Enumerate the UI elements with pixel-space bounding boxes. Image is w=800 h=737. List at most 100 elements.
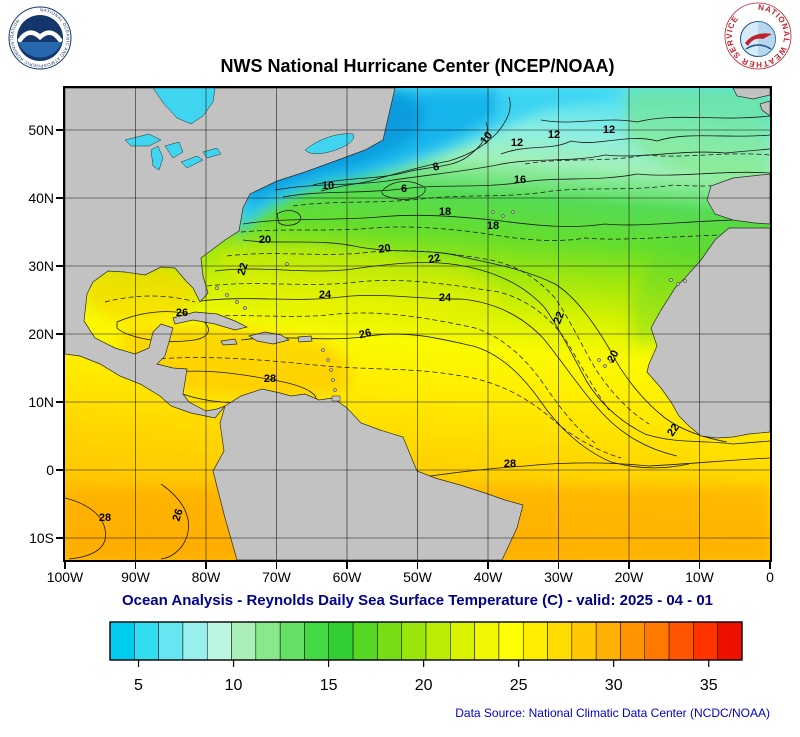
inland-water bbox=[124, 88, 355, 171]
x-axis-tick bbox=[64, 562, 66, 569]
contour-label: 26 bbox=[176, 307, 188, 319]
contour-label: 22 bbox=[427, 252, 441, 266]
hudson-bay bbox=[152, 88, 216, 125]
colorbar-segment bbox=[644, 621, 670, 661]
contour-label: 18 bbox=[487, 220, 499, 232]
contour-label: 20 bbox=[259, 234, 271, 246]
isotherm-28-pacific bbox=[65, 497, 106, 560]
colorbar-tick-label: 35 bbox=[700, 677, 718, 694]
land-hispaniola bbox=[248, 331, 290, 345]
lake-superior bbox=[124, 133, 162, 147]
contour-label: 22 bbox=[236, 261, 251, 276]
nws-wave-icon bbox=[745, 44, 772, 50]
y-axis-label: 0 bbox=[46, 462, 54, 478]
isotherm-14 bbox=[274, 148, 770, 191]
data-source: Data Source: National Climatic Data Cent… bbox=[455, 706, 770, 720]
gulf-of-st-lawrence bbox=[304, 133, 355, 154]
contour-layer bbox=[65, 96, 770, 560]
isotherm-12 bbox=[500, 134, 770, 155]
colorbar-segment bbox=[668, 621, 694, 661]
colorbar-segment bbox=[595, 621, 621, 661]
nws-bird-icon bbox=[745, 33, 772, 46]
contour-label: 12 bbox=[548, 129, 560, 141]
land-france bbox=[759, 100, 770, 117]
gulf-stream-eddy bbox=[276, 210, 302, 226]
contour-label: 20 bbox=[605, 348, 621, 364]
contour-label: 16 bbox=[514, 174, 526, 186]
lake-huron bbox=[164, 141, 184, 159]
colorbar-tick-label: 10 bbox=[225, 677, 243, 694]
nws-globe-shade bbox=[758, 21, 776, 57]
x-axis-label: 30W bbox=[544, 569, 573, 585]
gulf-of-mexico-warm bbox=[85, 263, 195, 323]
nws-logo: NATIONAL WEATHER SERVICE bbox=[724, 2, 792, 75]
isotherm-25-dashed bbox=[192, 312, 596, 444]
x-axis-tick bbox=[698, 562, 701, 569]
grid-layer bbox=[65, 88, 770, 560]
y-axis-label: 20N bbox=[28, 326, 54, 342]
isotherm-26-gulf bbox=[116, 311, 209, 343]
map-subtitle: Ocean Analysis - Reynolds Daily Sea Surf… bbox=[121, 592, 714, 609]
colorbar-segment bbox=[255, 621, 281, 661]
sst-map: 10 8 6 10 12 12 12 16 18 18 20 20 22 22 24 24 26 22 26 20 28… bbox=[63, 86, 772, 562]
isotherm-10 bbox=[320, 96, 511, 192]
land-puerto-rico bbox=[297, 335, 313, 343]
noaa-logo-sea bbox=[18, 42, 62, 58]
x-axis-tick bbox=[557, 562, 560, 569]
sst-map-canvas: 10 8 6 10 12 12 12 16 18 18 20 20 22 22 24 24 26 22 26 20 28… bbox=[65, 88, 770, 560]
land-small-islands bbox=[215, 210, 687, 402]
isotherm-8 bbox=[312, 121, 488, 186]
colorbar-frame bbox=[109, 621, 743, 661]
isotherm-19-dashed bbox=[240, 226, 770, 241]
colorbar-segment bbox=[401, 621, 427, 661]
x-axis-tick bbox=[487, 562, 489, 569]
isotherm-25-gulf-dashed bbox=[104, 295, 196, 303]
contour-label: 24 bbox=[439, 292, 452, 304]
y-axis-label: 30N bbox=[28, 258, 54, 274]
x-axis-label: 70W bbox=[262, 569, 291, 585]
contour-label: 12 bbox=[511, 137, 523, 149]
colorbar-tick-label: 30 bbox=[605, 677, 623, 694]
x-axis-label: 20W bbox=[614, 569, 644, 585]
colorbar-segment bbox=[231, 621, 257, 661]
colorbar-segment bbox=[279, 621, 305, 661]
colorbar-segment bbox=[134, 621, 159, 661]
contour-label: 18 bbox=[439, 206, 451, 218]
x-axis-label: 50W bbox=[403, 569, 432, 585]
lake-ontario bbox=[202, 147, 222, 159]
contour-label: 28 bbox=[99, 512, 111, 524]
land-north-america bbox=[65, 88, 396, 419]
colorbar-segment bbox=[522, 621, 548, 661]
isotherm-16 bbox=[282, 171, 770, 198]
colorbar-segment bbox=[620, 621, 646, 661]
x-axis-tick bbox=[416, 562, 419, 569]
colorbar: 5 10 15 20 25 30 35 bbox=[0, 614, 800, 714]
isotherm-24 bbox=[200, 294, 678, 457]
x-axis-label: 100W bbox=[46, 569, 84, 585]
contour-label: 22 bbox=[665, 422, 682, 439]
land-layer bbox=[65, 88, 770, 560]
x-axis-tick bbox=[275, 562, 278, 569]
contour-label: 10 bbox=[478, 130, 495, 147]
contour-label: 6 bbox=[401, 183, 407, 195]
contour-label: 26 bbox=[358, 327, 373, 342]
noaa-gull-icon bbox=[17, 30, 63, 43]
page-title: NWS National Hurricane Center (NCEP/NOAA… bbox=[220, 56, 615, 76]
colorbar-segment bbox=[377, 621, 402, 661]
colorbar-tick-label: 15 bbox=[320, 677, 338, 694]
noaa-logo: NATIONAL OCEANIC AND ATMOSPHERIC ADMINIS… bbox=[8, 6, 72, 75]
colorbar-tick-label: 20 bbox=[415, 677, 433, 694]
contour-label: 10 bbox=[322, 180, 334, 192]
x-axis-tick bbox=[769, 562, 771, 569]
colorbar-tick-label: 5 bbox=[134, 677, 143, 694]
x-axis-label: 40W bbox=[473, 569, 503, 585]
lake-michigan bbox=[150, 145, 164, 171]
x-axis-tick bbox=[628, 562, 630, 569]
colorbar-segment bbox=[109, 621, 135, 661]
isotherm-23-dashed bbox=[206, 280, 610, 411]
contour-label: 20 bbox=[378, 242, 392, 256]
y-axis-tick bbox=[56, 401, 63, 403]
y-axis-label: 50N bbox=[28, 122, 54, 138]
colorbar-segment bbox=[328, 621, 354, 661]
